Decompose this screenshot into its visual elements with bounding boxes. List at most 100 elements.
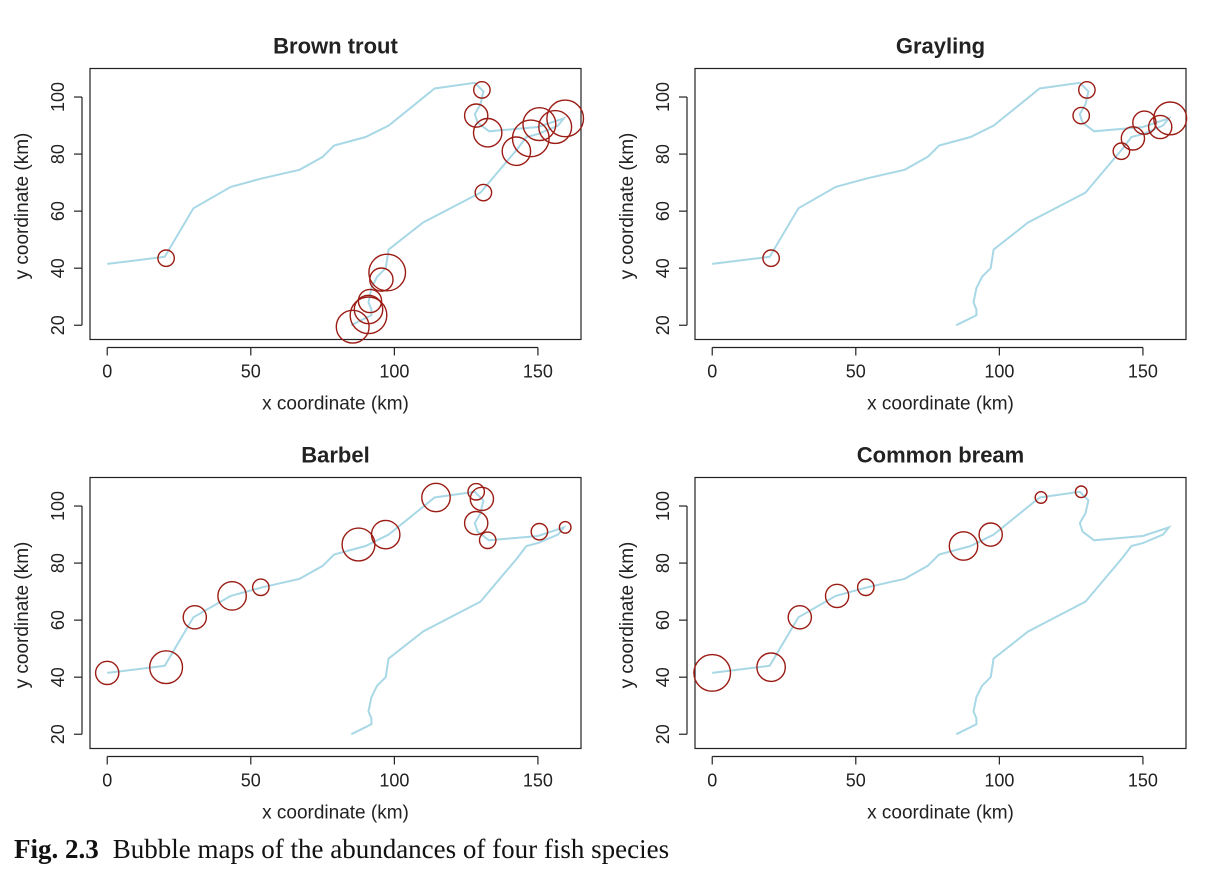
grayling-bubble bbox=[762, 249, 780, 268]
barbel-plot-frame bbox=[89, 476, 582, 750]
common-bream-bubble bbox=[948, 531, 979, 561]
grayling-x-axis-label: x coordinate (km) bbox=[867, 394, 1014, 415]
brown-trout-bubble bbox=[463, 103, 489, 128]
barbel-bubble bbox=[217, 581, 248, 611]
common-bream-river-line bbox=[712, 490, 1172, 736]
brown-trout-bubble bbox=[349, 296, 388, 335]
grayling-river-line bbox=[712, 81, 1172, 327]
brown-trout-plot-frame bbox=[89, 67, 582, 341]
brown-trout-river-line bbox=[107, 81, 567, 327]
figure-caption: Fig. 2.3 Bubble maps of the abundances of… bbox=[14, 834, 669, 865]
brown-trout-x-tick-label: 50 bbox=[241, 362, 261, 382]
common-bream-title: Common bream bbox=[857, 443, 1024, 468]
brown-trout-x-axis-label: x coordinate (km) bbox=[262, 394, 409, 415]
brown-trout-y-axis-label: y coordinate (km) bbox=[12, 133, 33, 280]
brown-trout-bubble bbox=[538, 109, 573, 145]
brown-trout-y-tick-label: 40 bbox=[48, 258, 68, 278]
brown-trout-chart: Brown trout 0 50 100 150 x coordinate (km) 20 4… bbox=[12, 34, 585, 415]
barbel-y-tick-label: 20 bbox=[48, 724, 68, 744]
common-bream-y-axis-label: y coordinate (km) bbox=[617, 542, 638, 689]
brown-trout-bubble bbox=[474, 183, 493, 202]
barbel-bubble bbox=[94, 660, 120, 686]
caption-label: Fig. 2.3 bbox=[14, 834, 99, 864]
barbel-bubble bbox=[182, 605, 208, 630]
barbel-x-tick-label: 100 bbox=[379, 771, 409, 791]
common-bream-bubble bbox=[856, 578, 875, 597]
barbel-y-tick-label: 80 bbox=[48, 553, 68, 573]
grayling-y-tick-label: 40 bbox=[653, 258, 673, 278]
brown-trout-x-tick-label: 150 bbox=[523, 362, 553, 382]
brown-trout-title: Brown trout bbox=[273, 34, 398, 59]
common-bream-chart: Common bream 0 50 100 150 x coordinate (km) 20… bbox=[617, 443, 1187, 824]
common-bream-x-tick-label: 0 bbox=[707, 771, 717, 791]
common-bream-y-tick-label: 80 bbox=[653, 553, 673, 573]
brown-trout-bubble bbox=[501, 136, 532, 167]
barbel-y-axis-label: y coordinate (km) bbox=[12, 542, 33, 689]
grayling-bubble bbox=[1153, 101, 1188, 136]
barbel-bubble bbox=[467, 482, 486, 501]
grayling-y-axis-label: y coordinate (km) bbox=[617, 133, 638, 280]
brown-trout-bubble bbox=[472, 117, 503, 148]
brown-trout-bubble bbox=[546, 99, 585, 138]
barbel-bubble bbox=[463, 510, 489, 536]
common-bream-bubble bbox=[756, 652, 786, 683]
grayling-bubble bbox=[1072, 106, 1091, 125]
barbel-bubble bbox=[478, 531, 497, 550]
barbel-x-tick-label: 150 bbox=[523, 771, 553, 791]
grayling-y-tick-label: 100 bbox=[653, 82, 673, 112]
common-bream-x-axis-label: x coordinate (km) bbox=[867, 803, 1014, 824]
common-bream-y-tick-label: 20 bbox=[653, 724, 673, 744]
caption-text: Bubble maps of the abundances of four fi… bbox=[112, 834, 670, 864]
grayling-chart: Grayling 0 50 100 150 x coordinate (km) 20 40 60… bbox=[617, 34, 1188, 415]
barbel-bubble bbox=[469, 486, 495, 512]
barbel-bubble bbox=[421, 482, 451, 513]
brown-trout-x-tick-label: 100 bbox=[379, 362, 409, 382]
common-bream-plot-frame bbox=[694, 476, 1187, 750]
common-bream-bubble bbox=[1074, 485, 1088, 499]
brown-trout-bubble bbox=[368, 253, 407, 292]
brown-trout-bubble bbox=[522, 106, 557, 142]
brown-trout-bubble bbox=[369, 267, 394, 292]
barbel-y-tick-label: 40 bbox=[48, 667, 68, 687]
common-bream-bubble bbox=[824, 583, 850, 609]
brown-trout-bubble bbox=[357, 288, 383, 314]
common-bream-bubble bbox=[1034, 491, 1048, 505]
grayling-x-tick-label: 100 bbox=[984, 362, 1014, 382]
barbel-x-tick-label: 0 bbox=[102, 771, 112, 791]
common-bream-y-tick-label: 60 bbox=[653, 610, 673, 630]
grayling-y-tick-label: 20 bbox=[653, 315, 673, 335]
grayling-bubble bbox=[1132, 110, 1157, 135]
common-bream-bubble bbox=[693, 653, 732, 692]
grayling-bubble bbox=[1112, 142, 1131, 161]
barbel-bubble bbox=[558, 520, 572, 534]
grayling-x-tick-label: 50 bbox=[846, 362, 866, 382]
brown-trout-y-tick-label: 60 bbox=[48, 201, 68, 221]
barbel-title: Barbel bbox=[301, 443, 369, 468]
grayling-title: Grayling bbox=[896, 34, 985, 59]
grayling-plot-frame bbox=[694, 67, 1187, 341]
common-bream-bubble bbox=[787, 605, 813, 630]
barbel-chart: Barbel 0 50 100 150 x coordinate (km) 20 40 60 80… bbox=[12, 443, 582, 824]
brown-trout-y-tick-label: 80 bbox=[48, 144, 68, 164]
brown-trout-bubble bbox=[157, 249, 176, 268]
brown-trout-y-tick-label: 100 bbox=[48, 82, 68, 112]
barbel-y-tick-label: 60 bbox=[48, 610, 68, 630]
barbel-bubble bbox=[149, 650, 184, 685]
barbel-y-tick-label: 100 bbox=[48, 491, 68, 521]
barbel-x-axis-label: x coordinate (km) bbox=[262, 803, 409, 824]
barbel-bubble bbox=[530, 522, 549, 541]
grayling-bubble bbox=[1120, 126, 1146, 151]
grayling-y-tick-label: 60 bbox=[653, 201, 673, 221]
grayling-x-tick-label: 0 bbox=[707, 362, 717, 382]
grayling-bubble bbox=[1078, 81, 1096, 99]
grayling-y-tick-label: 80 bbox=[653, 144, 673, 164]
common-bream-y-tick-label: 40 bbox=[653, 667, 673, 687]
brown-trout-bubble bbox=[335, 309, 370, 344]
brown-trout-x-tick-label: 0 bbox=[102, 362, 112, 382]
common-bream-x-tick-label: 150 bbox=[1128, 771, 1158, 791]
grayling-x-tick-label: 150 bbox=[1128, 362, 1158, 382]
common-bream-x-tick-label: 100 bbox=[984, 771, 1014, 791]
common-bream-bubble bbox=[978, 522, 1004, 547]
grayling-bubble bbox=[1147, 114, 1173, 140]
